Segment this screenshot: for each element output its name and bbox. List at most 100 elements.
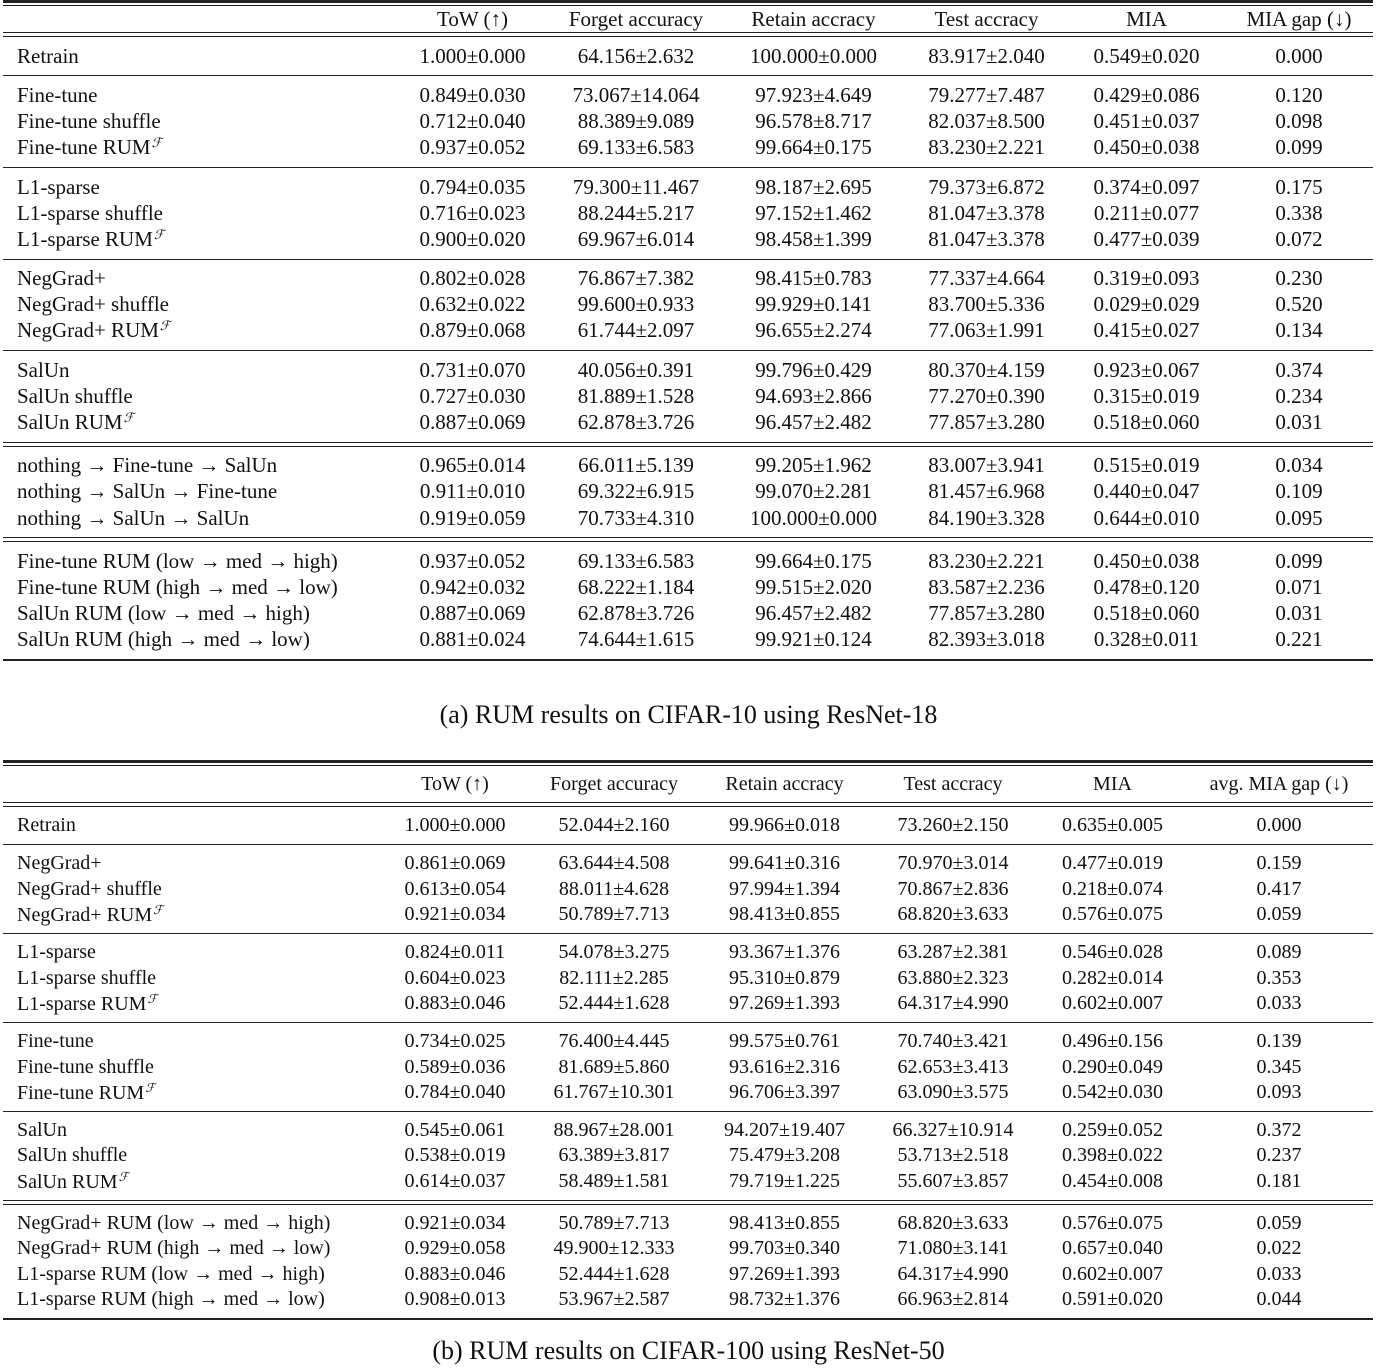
row-group: Retrain 1.000±0.000 52.044±2.160 99.966±0.0…: [3, 807, 1373, 844]
value-cell: 0.887±0.069: [419, 601, 526, 626]
method-superscript: ℱ: [151, 135, 162, 151]
group-separator: [3, 933, 1373, 935]
value-cell: 64.317±4.990: [897, 1262, 1009, 1285]
value-cell: 61.767±10.301: [553, 1080, 675, 1103]
value-cell: 70.740±3.421: [897, 1030, 1009, 1053]
method-name: NegGrad+: [17, 852, 102, 875]
top-rule: [3, 760, 1373, 766]
value-cell: 0.134: [1275, 318, 1323, 343]
method-cell: NegGrad+ RUMℱ: [3, 902, 385, 927]
value-cell: 0.099: [1275, 135, 1323, 160]
value-cell: 96.655±2.274: [755, 318, 872, 343]
table-row: L1-sparse shuffle 0.716±0.023 88.244±5.217…: [3, 200, 1373, 226]
value-cell: 0.881±0.024: [419, 627, 526, 652]
method-name: nothing → SalUn → Fine-tune: [17, 479, 278, 504]
value-cell: 0.824±0.011: [404, 941, 506, 964]
column-header: Retain accracy: [751, 6, 876, 31]
group-separator: [3, 1199, 1373, 1205]
value-cell: 0.576±0.075: [1062, 903, 1163, 926]
method-name: L1-sparse shuffle: [17, 200, 163, 225]
value-cell: 73.067±14.064: [572, 82, 700, 107]
method-cell: Fine-tune RUM (high → med → low): [3, 575, 395, 600]
value-cell: 81.047±3.378: [928, 226, 1045, 251]
table-row: SalUn 0.545±0.061 88.967±28.001 94.207±19.4…: [3, 1118, 1373, 1143]
row-group: Fine-tune 0.849±0.030 73.067±14.064 97.923±…: [3, 76, 1373, 167]
table-row: Fine-tune 0.734±0.025 76.400±4.445 99.575±0…: [3, 1029, 1373, 1054]
value-cell: 0.034: [1275, 453, 1323, 478]
value-cell: 0.139: [1256, 1030, 1302, 1053]
method-cell: SalUn shuffle: [3, 384, 395, 409]
table-row: Fine-tune RUM (high → med → low) 0.942±0.…: [3, 574, 1373, 600]
value-cell: 83.700±5.336: [928, 292, 1045, 317]
value-cell: 98.415±0.783: [755, 266, 872, 291]
value-cell: 0.784±0.040: [404, 1080, 506, 1103]
value-cell: 100.000±0.000: [749, 505, 878, 530]
value-cell: 50.789±7.713: [558, 1212, 670, 1234]
value-cell: 0.282±0.014: [1062, 966, 1163, 989]
value-cell: 54.078±3.275: [558, 941, 670, 964]
bottom-rule: [3, 1318, 1373, 1321]
value-cell: 0.589±0.036: [404, 1055, 506, 1078]
value-cell: 75.479±3.208: [729, 1144, 840, 1167]
value-cell: 83.007±3.941: [928, 453, 1045, 478]
table-row: nothing → SalUn → SalUn 0.919±0.059 70.733…: [3, 505, 1373, 531]
value-cell: 96.578±8.717: [755, 109, 872, 134]
value-cell: 0.635±0.005: [1062, 814, 1163, 837]
value-cell: 79.719±1.225: [729, 1169, 840, 1192]
value-cell: 0.290±0.049: [1062, 1055, 1163, 1078]
group-separator: [3, 258, 1373, 260]
value-cell: 70.733±4.310: [577, 505, 695, 530]
table-row: Fine-tune RUM (low → med → high) 0.937±0.…: [3, 548, 1373, 574]
value-cell: 0.861±0.069: [404, 852, 506, 875]
value-cell: 0.632±0.022: [419, 292, 526, 317]
value-cell: 0.883±0.046: [404, 1262, 506, 1285]
method-cell: L1-sparse shuffle: [3, 967, 385, 990]
value-cell: 0.000: [1275, 43, 1323, 68]
value-cell: 52.444±1.628: [558, 1262, 670, 1285]
value-cell: 0.031: [1275, 601, 1323, 626]
table-row: NegGrad+ 0.802±0.028 76.867±7.382 98.415±0.…: [3, 266, 1373, 292]
value-cell: 0.259±0.052: [1062, 1119, 1163, 1142]
value-cell: 99.600±0.933: [577, 292, 695, 317]
value-cell: 0.591±0.020: [1062, 1287, 1163, 1310]
column-header: MIA: [1093, 772, 1132, 795]
row-group: NegGrad+ RUM (low → med → high) 0.921±0.0…: [3, 1205, 1373, 1318]
column-header: Test accracy: [903, 772, 1003, 795]
value-cell: 77.857±3.280: [928, 410, 1045, 435]
value-cell: 99.575±0.761: [729, 1030, 840, 1053]
method-name: NegGrad+ RUM (low → med → high): [17, 1212, 331, 1234]
method-name: SalUn: [17, 357, 70, 382]
value-cell: 66.327±10.914: [892, 1119, 1014, 1142]
table-row: Fine-tune RUMℱ 0.784±0.040 61.767±10.301 96…: [3, 1080, 1373, 1105]
value-cell: 55.607±3.857: [897, 1169, 1009, 1192]
value-cell: 0.099: [1275, 548, 1323, 573]
value-cell: 0.175: [1275, 174, 1323, 199]
method-name: nothing → Fine-tune → SalUn: [17, 453, 278, 478]
value-cell: 99.205±1.962: [755, 453, 872, 478]
value-cell: 69.133±6.583: [577, 135, 695, 160]
row-group: NegGrad+ 0.861±0.069 63.644±4.508 99.641±0.…: [3, 845, 1373, 933]
value-cell: 88.244±5.217: [577, 200, 695, 225]
value-cell: 93.367±1.376: [729, 941, 840, 964]
value-cell: 80.370±4.159: [928, 357, 1045, 382]
value-cell: 62.878±3.726: [577, 601, 695, 626]
value-cell: 0.033: [1256, 991, 1302, 1014]
value-cell: 98.187±2.695: [755, 174, 872, 199]
value-cell: 81.047±3.378: [928, 200, 1045, 225]
value-cell: 0.338: [1275, 200, 1323, 225]
method-cell: NegGrad+ shuffle: [3, 292, 395, 317]
value-cell: 0.031: [1275, 410, 1323, 435]
method-name: L1-sparse shuffle: [17, 966, 157, 989]
method-name: Fine-tune RUM: [17, 135, 151, 160]
value-cell: 1.000±0.000: [419, 43, 526, 68]
value-cell: 63.090±3.575: [897, 1080, 1009, 1103]
value-cell: 99.796±0.429: [755, 357, 872, 382]
method-superscript: ℱ: [153, 903, 163, 918]
value-cell: 0.221: [1275, 627, 1323, 652]
group-separator: [3, 844, 1373, 846]
table-row: L1-sparse shuffle 0.604±0.023 82.111±2.285…: [3, 965, 1373, 990]
value-cell: 70.970±3.014: [897, 852, 1009, 875]
value-cell: 0.398±0.022: [1062, 1144, 1163, 1167]
value-cell: 97.923±4.649: [755, 82, 872, 107]
group-separator: [3, 166, 1373, 168]
